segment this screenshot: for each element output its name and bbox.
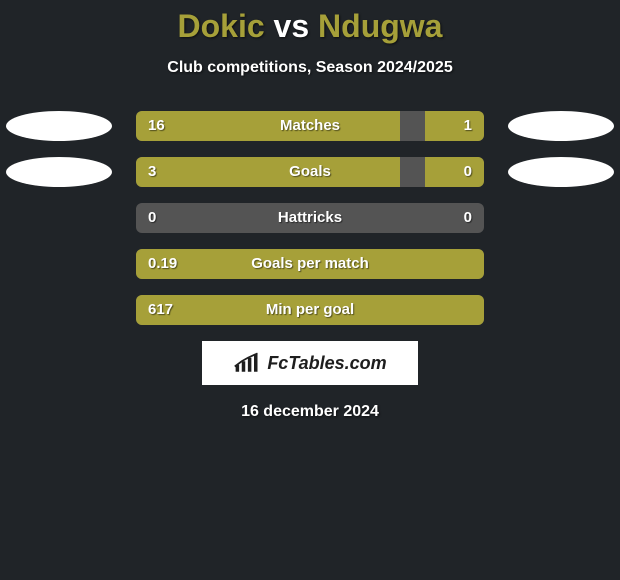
player1-marker: [6, 157, 112, 187]
stat-label: Min per goal: [136, 295, 484, 325]
comparison-card: Dokic vs Ndugwa Club competitions, Seaso…: [0, 0, 620, 580]
vs-text: vs: [274, 8, 310, 44]
player2-marker: [508, 111, 614, 141]
stat-row: 0.19Goals per match: [0, 249, 620, 279]
player1-marker: [6, 295, 112, 325]
player1-marker: [6, 203, 112, 233]
stat-label: Hattricks: [136, 203, 484, 233]
player2-marker: [508, 249, 614, 279]
stat-label: Goals: [136, 157, 484, 187]
stat-rows: 161Matches 30Goals 00Hattricks 0.19Goals pe…: [0, 111, 620, 325]
player1-name: Dokic: [178, 8, 265, 44]
stat-row: 161Matches: [0, 111, 620, 141]
subtitle: Club competitions, Season 2024/2025: [0, 59, 620, 77]
brand-text: FcTables.com: [267, 353, 386, 374]
date-text: 16 december 2024: [0, 403, 620, 421]
stat-row: 30Goals: [0, 157, 620, 187]
player1-marker: [6, 249, 112, 279]
page-title: Dokic vs Ndugwa: [0, 0, 620, 45]
player2-marker: [508, 157, 614, 187]
stat-bar: 0.19Goals per match: [136, 249, 484, 279]
stat-row: 617Min per goal: [0, 295, 620, 325]
bars-icon: [233, 352, 261, 374]
stat-row: 00Hattricks: [0, 203, 620, 233]
stat-bar: 30Goals: [136, 157, 484, 187]
stat-bar: 00Hattricks: [136, 203, 484, 233]
stat-bar: 161Matches: [136, 111, 484, 141]
player2-name: Ndugwa: [318, 8, 442, 44]
brand-badge: FcTables.com: [202, 341, 418, 385]
player1-marker: [6, 111, 112, 141]
stat-label: Goals per match: [136, 249, 484, 279]
player2-marker: [508, 203, 614, 233]
stat-label: Matches: [136, 111, 484, 141]
player2-marker: [508, 295, 614, 325]
stat-bar: 617Min per goal: [136, 295, 484, 325]
